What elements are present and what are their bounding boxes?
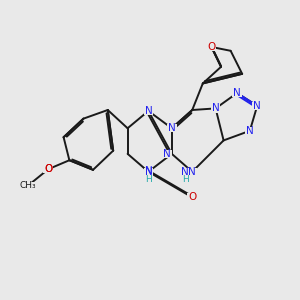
FancyBboxPatch shape	[252, 102, 262, 110]
FancyBboxPatch shape	[162, 150, 172, 158]
Text: O: O	[44, 164, 52, 174]
Text: O: O	[188, 192, 196, 203]
FancyBboxPatch shape	[188, 193, 197, 202]
Text: O: O	[44, 164, 52, 174]
Text: N: N	[233, 88, 241, 98]
FancyBboxPatch shape	[144, 168, 153, 176]
Text: N: N	[246, 126, 254, 136]
Text: N: N	[253, 101, 261, 111]
FancyBboxPatch shape	[182, 176, 189, 183]
FancyBboxPatch shape	[145, 176, 152, 183]
FancyBboxPatch shape	[167, 124, 177, 132]
Text: H: H	[145, 175, 152, 184]
Text: N: N	[188, 167, 196, 177]
FancyBboxPatch shape	[44, 165, 53, 173]
Text: N: N	[163, 149, 171, 159]
FancyBboxPatch shape	[188, 168, 197, 176]
FancyBboxPatch shape	[44, 165, 53, 173]
Text: N: N	[168, 123, 176, 133]
FancyBboxPatch shape	[181, 168, 190, 175]
Text: N: N	[181, 167, 189, 177]
Text: N: N	[212, 103, 220, 113]
FancyBboxPatch shape	[207, 43, 216, 51]
Text: O: O	[207, 42, 216, 52]
Text: CH₃: CH₃	[20, 181, 36, 190]
FancyBboxPatch shape	[19, 182, 37, 190]
FancyBboxPatch shape	[211, 104, 220, 112]
Text: N: N	[145, 166, 152, 176]
FancyBboxPatch shape	[144, 107, 153, 115]
FancyBboxPatch shape	[245, 127, 255, 135]
Text: N: N	[145, 106, 152, 116]
FancyBboxPatch shape	[144, 168, 153, 175]
Text: H: H	[182, 175, 189, 184]
FancyBboxPatch shape	[232, 89, 242, 97]
Text: N: N	[145, 167, 152, 177]
